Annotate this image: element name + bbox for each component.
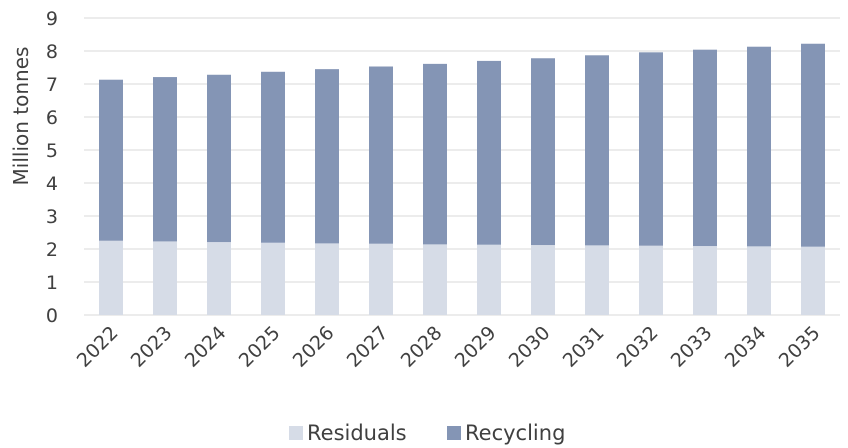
y-tick-label: 2 bbox=[46, 239, 58, 261]
x-tick-label: 2023 bbox=[127, 322, 177, 372]
x-tick-label: 2033 bbox=[667, 322, 717, 372]
x-tick-label: 2035 bbox=[775, 322, 825, 372]
bar-recycling-2023 bbox=[153, 77, 177, 242]
bar-residuals-2030 bbox=[531, 245, 555, 315]
y-tick-label: 0 bbox=[46, 305, 58, 327]
y-axis-title: Million tonnes bbox=[9, 47, 33, 186]
bar-recycling-2032 bbox=[639, 52, 663, 246]
bar-residuals-2022 bbox=[99, 240, 123, 315]
legend-swatch-residuals bbox=[289, 426, 303, 440]
bar-recycling-2035 bbox=[801, 43, 825, 247]
x-axis-tick-labels: 2022 2023 2024 2025 2026 2027 2028 2029 2030 2031… bbox=[73, 322, 825, 372]
y-tick-label: 7 bbox=[46, 74, 58, 96]
bar-recycling-2030 bbox=[531, 58, 555, 246]
legend: Residuals Recycling bbox=[289, 421, 565, 445]
bar-recycling-2033 bbox=[693, 49, 717, 247]
bar-recycling-2034 bbox=[747, 46, 771, 247]
x-tick-label: 2027 bbox=[343, 322, 393, 372]
bar-recycling-2024 bbox=[207, 74, 231, 243]
y-tick-label: 6 bbox=[46, 107, 58, 129]
bar-recycling-2029 bbox=[477, 60, 501, 245]
x-tick-label: 2032 bbox=[613, 322, 663, 372]
bar-residuals-2025 bbox=[261, 242, 285, 315]
y-axis-tick-labels: 0 1 2 3 4 5 6 7 8 9 bbox=[46, 8, 58, 327]
x-tick-label: 2034 bbox=[721, 322, 771, 372]
y-tick-label: 4 bbox=[46, 173, 58, 195]
x-tick-label: 2031 bbox=[559, 322, 609, 372]
bar-residuals-2029 bbox=[477, 244, 501, 315]
y-tick-label: 9 bbox=[46, 8, 58, 30]
legend-label-residuals: Residuals bbox=[307, 421, 407, 445]
bar-residuals-2023 bbox=[153, 241, 177, 315]
gridlines bbox=[84, 17, 840, 316]
legend-swatch-recycling bbox=[447, 426, 461, 440]
y-tick-label: 1 bbox=[46, 272, 58, 294]
bar-residuals-2034 bbox=[747, 246, 771, 315]
x-tick-label: 2025 bbox=[235, 322, 285, 372]
x-tick-label: 2024 bbox=[181, 322, 231, 372]
bar-recycling-2026 bbox=[315, 69, 339, 244]
bar-recycling-2022 bbox=[99, 79, 123, 241]
bar-residuals-2033 bbox=[693, 246, 717, 315]
bar-recycling-2025 bbox=[261, 71, 285, 243]
bar-residuals-2026 bbox=[315, 243, 339, 315]
y-tick-label: 8 bbox=[46, 41, 58, 63]
bars bbox=[99, 43, 825, 315]
x-tick-label: 2030 bbox=[505, 322, 555, 372]
x-tick-label: 2029 bbox=[451, 322, 501, 372]
x-tick-label: 2026 bbox=[289, 322, 339, 372]
y-tick-label: 5 bbox=[46, 140, 58, 162]
bar-residuals-2032 bbox=[639, 245, 663, 315]
x-tick-label: 2022 bbox=[73, 322, 123, 372]
bar-residuals-2028 bbox=[423, 244, 447, 315]
bar-recycling-2027 bbox=[369, 66, 393, 244]
bar-residuals-2031 bbox=[585, 245, 609, 315]
legend-label-recycling: Recycling bbox=[465, 421, 565, 445]
bar-recycling-2028 bbox=[423, 63, 447, 245]
bar-residuals-2027 bbox=[369, 243, 393, 315]
bar-residuals-2035 bbox=[801, 246, 825, 315]
bar-residuals-2024 bbox=[207, 242, 231, 315]
bar-recycling-2031 bbox=[585, 55, 609, 246]
y-tick-label: 3 bbox=[46, 206, 58, 228]
x-tick-label: 2028 bbox=[397, 322, 447, 372]
